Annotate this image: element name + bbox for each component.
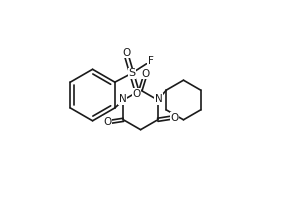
Text: O: O <box>133 89 141 99</box>
Text: F: F <box>148 56 154 66</box>
Text: N: N <box>119 94 126 104</box>
Text: S: S <box>128 68 135 78</box>
Text: O: O <box>123 48 131 58</box>
Text: O: O <box>141 69 150 79</box>
Text: O: O <box>170 113 178 123</box>
Text: N: N <box>155 94 163 104</box>
Text: O: O <box>103 117 111 127</box>
